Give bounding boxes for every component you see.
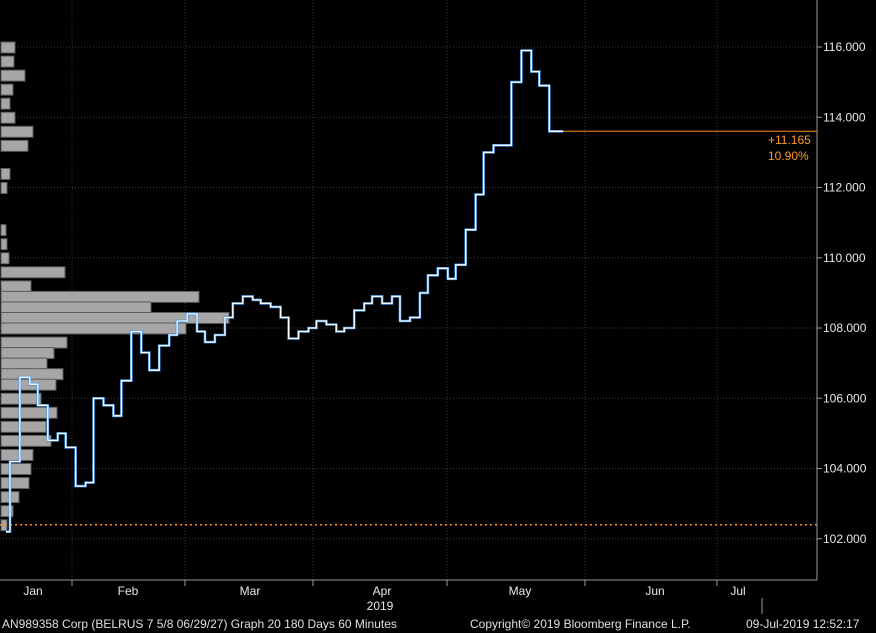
volume-bar (0, 290, 200, 303)
volume-bar (0, 378, 57, 391)
year-label: 2019 (367, 599, 394, 613)
volume-bar (0, 252, 10, 265)
volume-bar (0, 368, 64, 381)
last-price-annotation: +11.165 10.90% (563, 130, 817, 163)
x-tick-labels: Jan Feb Mar Apr May Jun Jul (23, 580, 746, 598)
x-tick-label: Mar (240, 584, 261, 598)
price-line (6, 49, 564, 533)
volume-bar (0, 111, 16, 124)
volume-bar (0, 125, 34, 138)
x-tick-label: Feb (118, 584, 139, 598)
volume-bar (0, 505, 14, 518)
y-tick-label: 110.000 (823, 251, 866, 265)
price-chart: 102.000 104.000 106.000 108.000 110.000 112.0… (0, 0, 867, 614)
x-tick-label: Jul (730, 584, 745, 598)
volume-bar (0, 238, 8, 251)
y-tick-label: 106.000 (823, 391, 867, 405)
volume-bar (0, 69, 26, 82)
footer-bar: AN989358 Corp (BELRUS 7 5/8 06/29/27) Gr… (0, 616, 876, 633)
y-tick-label: 108.000 (823, 321, 867, 335)
volume-bar (0, 167, 11, 180)
volume-bar (0, 301, 152, 314)
axes (0, 0, 818, 581)
volume-bar (0, 477, 30, 490)
volume-bar (0, 266, 66, 279)
volume-bar (0, 224, 7, 237)
timestamp: 09-Jul-2019 12:52:17 (746, 617, 860, 631)
grid (0, 0, 817, 580)
x-tick-label: Jun (645, 584, 664, 598)
volume-bar (0, 83, 14, 96)
x-tick-label: Apr (373, 584, 392, 598)
volume-bar (0, 420, 47, 433)
price-line-layer (6, 49, 564, 533)
volume-bar (0, 322, 187, 335)
security-description: AN989358 Corp (BELRUS 7 5/8 06/29/27) Gr… (2, 617, 397, 631)
volume-bar (0, 280, 32, 293)
y-tick-label: 114.000 (823, 110, 866, 124)
y-tick-label: 102.000 (823, 532, 867, 546)
y-tick-labels: 102.000 104.000 106.000 108.000 110.000 112.0… (817, 40, 867, 546)
change-absolute-label: +11.165 (768, 133, 811, 147)
volume-bar (0, 182, 8, 194)
volume-bar (0, 41, 16, 54)
change-percent-label: 10.90% (768, 149, 809, 163)
volume-bar (0, 434, 52, 447)
x-tick-label: May (509, 584, 532, 598)
copyright-notice: Copyright© 2019 Bloomberg Finance L.P. (470, 617, 691, 631)
y-tick-label: 116.000 (823, 40, 866, 54)
volume-bar (0, 463, 32, 475)
volume-bar (0, 357, 48, 370)
volume-bar (0, 406, 58, 419)
volume-bar (0, 55, 15, 68)
volume-bar (0, 448, 34, 461)
y-tick-label: 112.000 (823, 181, 866, 195)
volume-bar (0, 97, 11, 110)
volume-bar (0, 347, 55, 360)
volume-bar (0, 336, 68, 349)
volume-bar (0, 139, 29, 152)
y-tick-label: 104.000 (823, 462, 867, 476)
x-tick-label: Jan (23, 584, 42, 598)
